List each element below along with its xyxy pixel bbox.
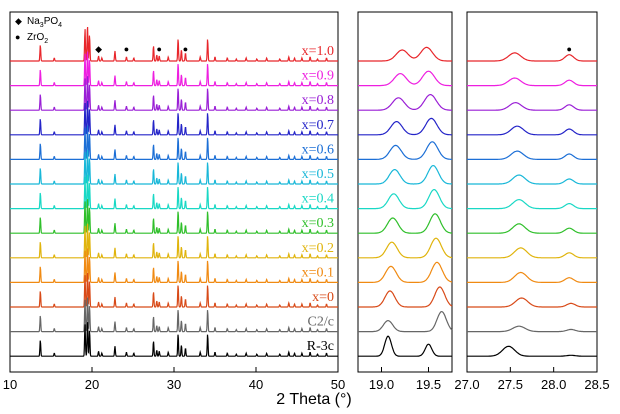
legend-symbol: ● (15, 32, 20, 42)
series-trace-zoom-27 (467, 198, 597, 210)
series-trace-zoom-27 (467, 101, 597, 111)
series-trace-full (10, 272, 338, 308)
x-tick-label: 30 (167, 377, 181, 392)
series-trace-zoom-19 (358, 286, 453, 308)
x-axis-label: 2 Theta (°) (276, 391, 351, 408)
series-trace-zoom-19 (358, 70, 452, 87)
series-trace-zoom-19 (358, 335, 452, 357)
series-trace-zoom-27 (467, 52, 597, 62)
series-trace-full (10, 100, 338, 136)
dot-marker: ● (183, 44, 188, 54)
series-label: x=0.2 (302, 241, 334, 256)
x-tick-label: 27.0 (454, 377, 479, 392)
x-tick-label: 19.0 (369, 377, 394, 392)
series-trace-zoom-19 (358, 117, 452, 136)
panel-frame-2 (357, 11, 453, 373)
series-label: C2/c (308, 315, 334, 330)
x-tick-label: 20 (85, 377, 99, 392)
series-label: x=0.4 (302, 192, 334, 207)
series-label: x=0 (312, 290, 334, 305)
legend-label: ZrO2 (27, 32, 48, 45)
series-trace-zoom-19 (358, 213, 453, 234)
series-trace-zoom-27 (467, 325, 597, 333)
x-tick-label: 28.0 (541, 377, 566, 392)
series-label: x=0.9 (302, 69, 334, 84)
series-trace-full (10, 248, 338, 284)
series-trace-zoom-27 (467, 297, 597, 308)
series-label: x=0.3 (302, 216, 334, 231)
series-trace-full (10, 223, 338, 259)
series-trace-zoom-27 (467, 125, 597, 136)
series-trace-full (10, 26, 338, 62)
series-trace-zoom-19 (358, 141, 453, 160)
series-label: x=0.7 (302, 118, 334, 133)
series-trace-full (10, 125, 338, 161)
series-trace-zoom-27 (467, 247, 597, 259)
series-trace-full (10, 174, 338, 210)
x-tick-label: 50 (331, 377, 345, 392)
legend-symbol: ◆ (15, 16, 22, 26)
series-label: x=1.0 (302, 44, 334, 59)
series-trace-zoom-19 (358, 94, 452, 111)
series-trace-full (10, 199, 338, 235)
dot-marker: ● (157, 44, 162, 54)
series-trace-zoom-27 (467, 174, 597, 185)
dot-marker: ● (567, 44, 572, 54)
legend-label: Na3PO4 (27, 16, 62, 29)
x-tick-label: 40 (249, 377, 263, 392)
panel-frame-3 (466, 11, 598, 373)
series-trace-full (10, 76, 338, 112)
series-trace-zoom-27 (467, 345, 597, 357)
series-label: R-3c (307, 339, 334, 354)
series-label: x=0.8 (302, 93, 334, 108)
series-trace-zoom-19 (358, 164, 453, 185)
series-trace-zoom-27 (467, 77, 597, 87)
series-trace-zoom-27 (467, 150, 597, 160)
series-trace-full (10, 51, 338, 87)
series-label: x=0.1 (302, 265, 334, 280)
x-tick-label: 19.5 (416, 377, 441, 392)
series-trace-zoom-27 (467, 223, 597, 234)
series-trace-zoom-19 (358, 189, 452, 210)
series-trace-zoom-19 (358, 46, 452, 62)
x-tick-label: 27.5 (498, 377, 523, 392)
x-tick-label: 10 (3, 377, 17, 392)
x-tick-label: 28.5 (584, 377, 609, 392)
series-trace-full (10, 149, 338, 185)
series-trace-full (10, 297, 338, 333)
series-trace-zoom-27 (467, 271, 597, 283)
diamond-marker: ◆ (95, 44, 102, 54)
series-trace-zoom-19 (358, 310, 453, 333)
panel-frame-1 (9, 11, 339, 373)
series-trace-full (10, 322, 338, 358)
series-label: x=0.6 (302, 142, 334, 157)
dot-marker: ● (124, 44, 129, 54)
series-trace-zoom-19 (358, 237, 453, 259)
series-label: x=0.5 (302, 167, 334, 182)
series-trace-zoom-19 (358, 261, 453, 283)
